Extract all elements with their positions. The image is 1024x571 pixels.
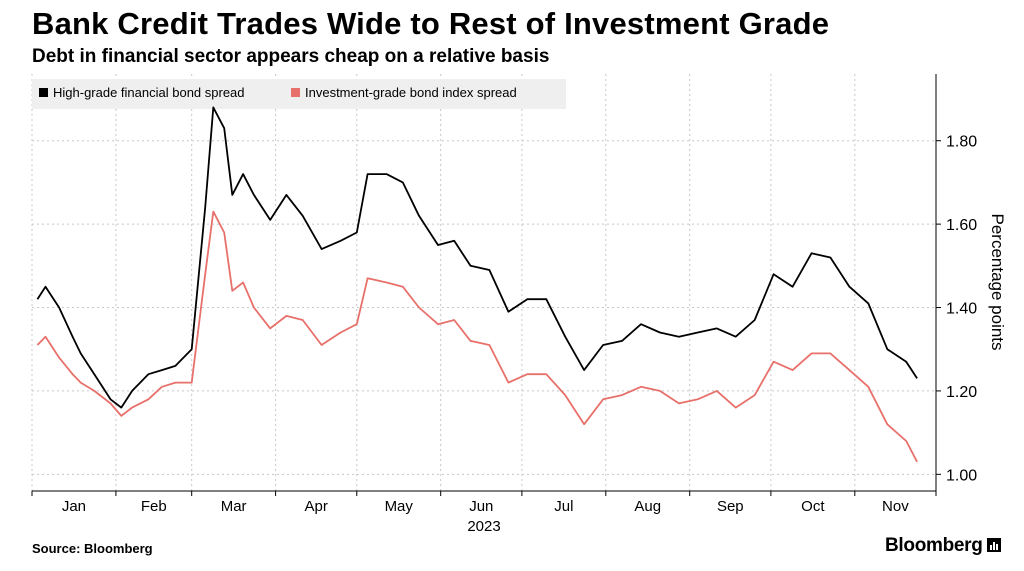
x-tick-label: Feb: [141, 498, 167, 515]
series-line-financial: [36, 106, 918, 409]
x-tick-label: Aug: [634, 498, 661, 515]
legend-label-index: Investment-grade bond index spread: [305, 85, 517, 100]
series-line-index: [36, 210, 918, 463]
y-tick-label: 1.20: [946, 384, 977, 401]
series-layer: [36, 106, 918, 463]
chart-subtitle: Debt in financial sector appears cheap o…: [32, 46, 550, 67]
x-tick-label: Oct: [801, 498, 825, 515]
y-tick-label: 1.00: [946, 467, 977, 484]
y-axis-title: Percentage points: [988, 213, 1007, 350]
x-tick-label: May: [385, 498, 414, 515]
x-tick-label: Apr: [305, 498, 328, 515]
x-tick-label: Mar: [221, 498, 247, 515]
x-tick-label: Sep: [717, 498, 744, 515]
x-tick-label: Jan: [62, 498, 86, 515]
legend-swatch-index: [291, 88, 300, 97]
bar-chart-icon: [986, 538, 1001, 552]
bloomberg-logo: Bloomberg: [885, 535, 1001, 557]
y-tick-label: 1.40: [946, 301, 977, 318]
y-tick-label: 1.60: [946, 217, 977, 234]
y-tick-label: 1.80: [946, 134, 977, 151]
source-note: Source: Bloomberg: [32, 541, 153, 556]
legend: High-grade financial bond spread Investm…: [32, 79, 566, 109]
brand-name: Bloomberg: [885, 535, 983, 556]
axis-layer: 1.00 1.20 1.40 1.60 1.80 Jan Feb Mar Apr May Jun Ju…: [31, 74, 977, 515]
legend-label-financial: High-grade financial bond spread: [53, 85, 245, 100]
x-axis-year-label: 2023: [467, 518, 500, 535]
legend-swatch-financial: [39, 88, 48, 97]
x-tick-label: Jul: [554, 498, 573, 515]
grid-layer: [31, 74, 937, 491]
chart-title: Bank Credit Trades Wide to Rest of Inves…: [32, 6, 830, 41]
x-tick-label: Jun: [469, 498, 493, 515]
x-tick-label: Nov: [882, 498, 909, 515]
